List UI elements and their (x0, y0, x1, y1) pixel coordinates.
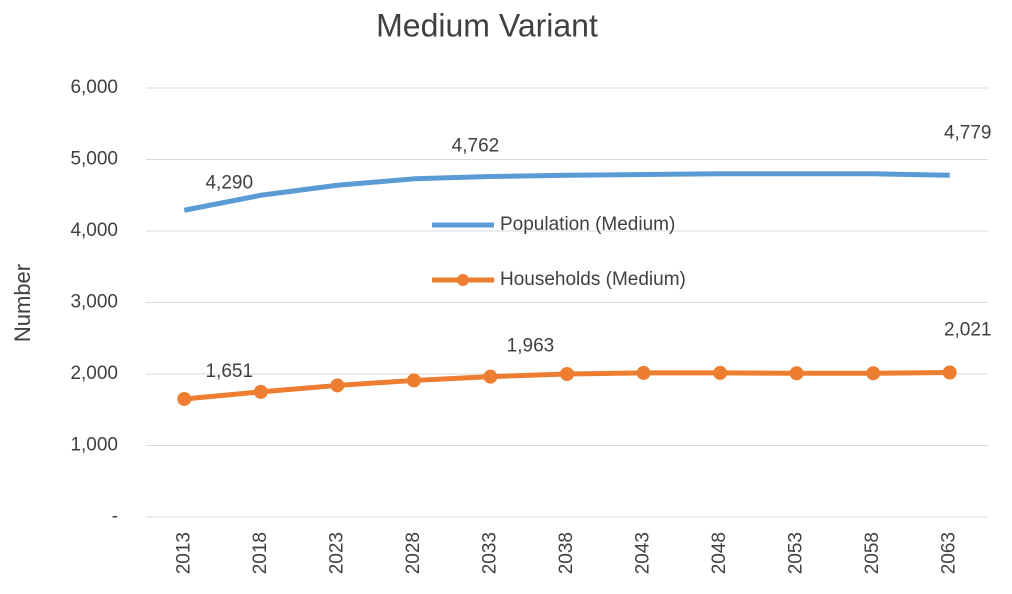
x-tick-label: 2063 (939, 532, 960, 574)
y-tick-label: 4,000 (70, 220, 118, 241)
chart-title: Medium Variant (376, 7, 598, 43)
data-point (483, 369, 498, 384)
legend-label: Population (Medium) (500, 214, 675, 235)
data-point (713, 365, 728, 380)
data-point (330, 378, 345, 393)
data-point (942, 365, 957, 380)
x-tick-label: 2038 (556, 532, 577, 574)
data-label: 4,779 (944, 122, 992, 143)
y-axis-label: Number (10, 264, 35, 342)
data-point (406, 373, 421, 388)
data-label: 1,963 (507, 336, 555, 357)
x-tick-label: 2043 (633, 532, 654, 574)
x-tick-label: 2028 (403, 532, 424, 574)
y-tick-label: 6,000 (70, 77, 118, 98)
data-label: 1,651 (205, 361, 253, 382)
y-tick-label: 5,000 (70, 149, 118, 170)
x-tick-label: 2023 (326, 532, 347, 574)
x-tick-label: 2058 (862, 532, 883, 574)
data-point (866, 366, 881, 381)
y-tick-label: - (112, 506, 118, 527)
y-tick-label: 2,000 (70, 363, 118, 384)
x-tick-label: 2033 (479, 532, 500, 574)
x-tick-label: 2048 (709, 532, 730, 574)
data-line (183, 171, 950, 213)
legend-label: Households (Medium) (500, 269, 686, 290)
data-label: 4,290 (205, 172, 253, 193)
data-label: 4,762 (452, 136, 500, 157)
data-point (636, 365, 651, 380)
data-point (253, 384, 268, 399)
x-tick-label: 2013 (173, 532, 194, 574)
data-point (177, 391, 192, 406)
data-point (789, 366, 804, 381)
y-tick-label: 1,000 (70, 435, 118, 456)
data-label: 2,021 (944, 320, 992, 341)
x-tick-label: 2018 (250, 532, 271, 574)
y-tick-label: 3,000 (70, 292, 118, 313)
legend-marker (457, 274, 469, 286)
data-point (560, 367, 574, 381)
x-tick-label: 2053 (786, 532, 807, 574)
